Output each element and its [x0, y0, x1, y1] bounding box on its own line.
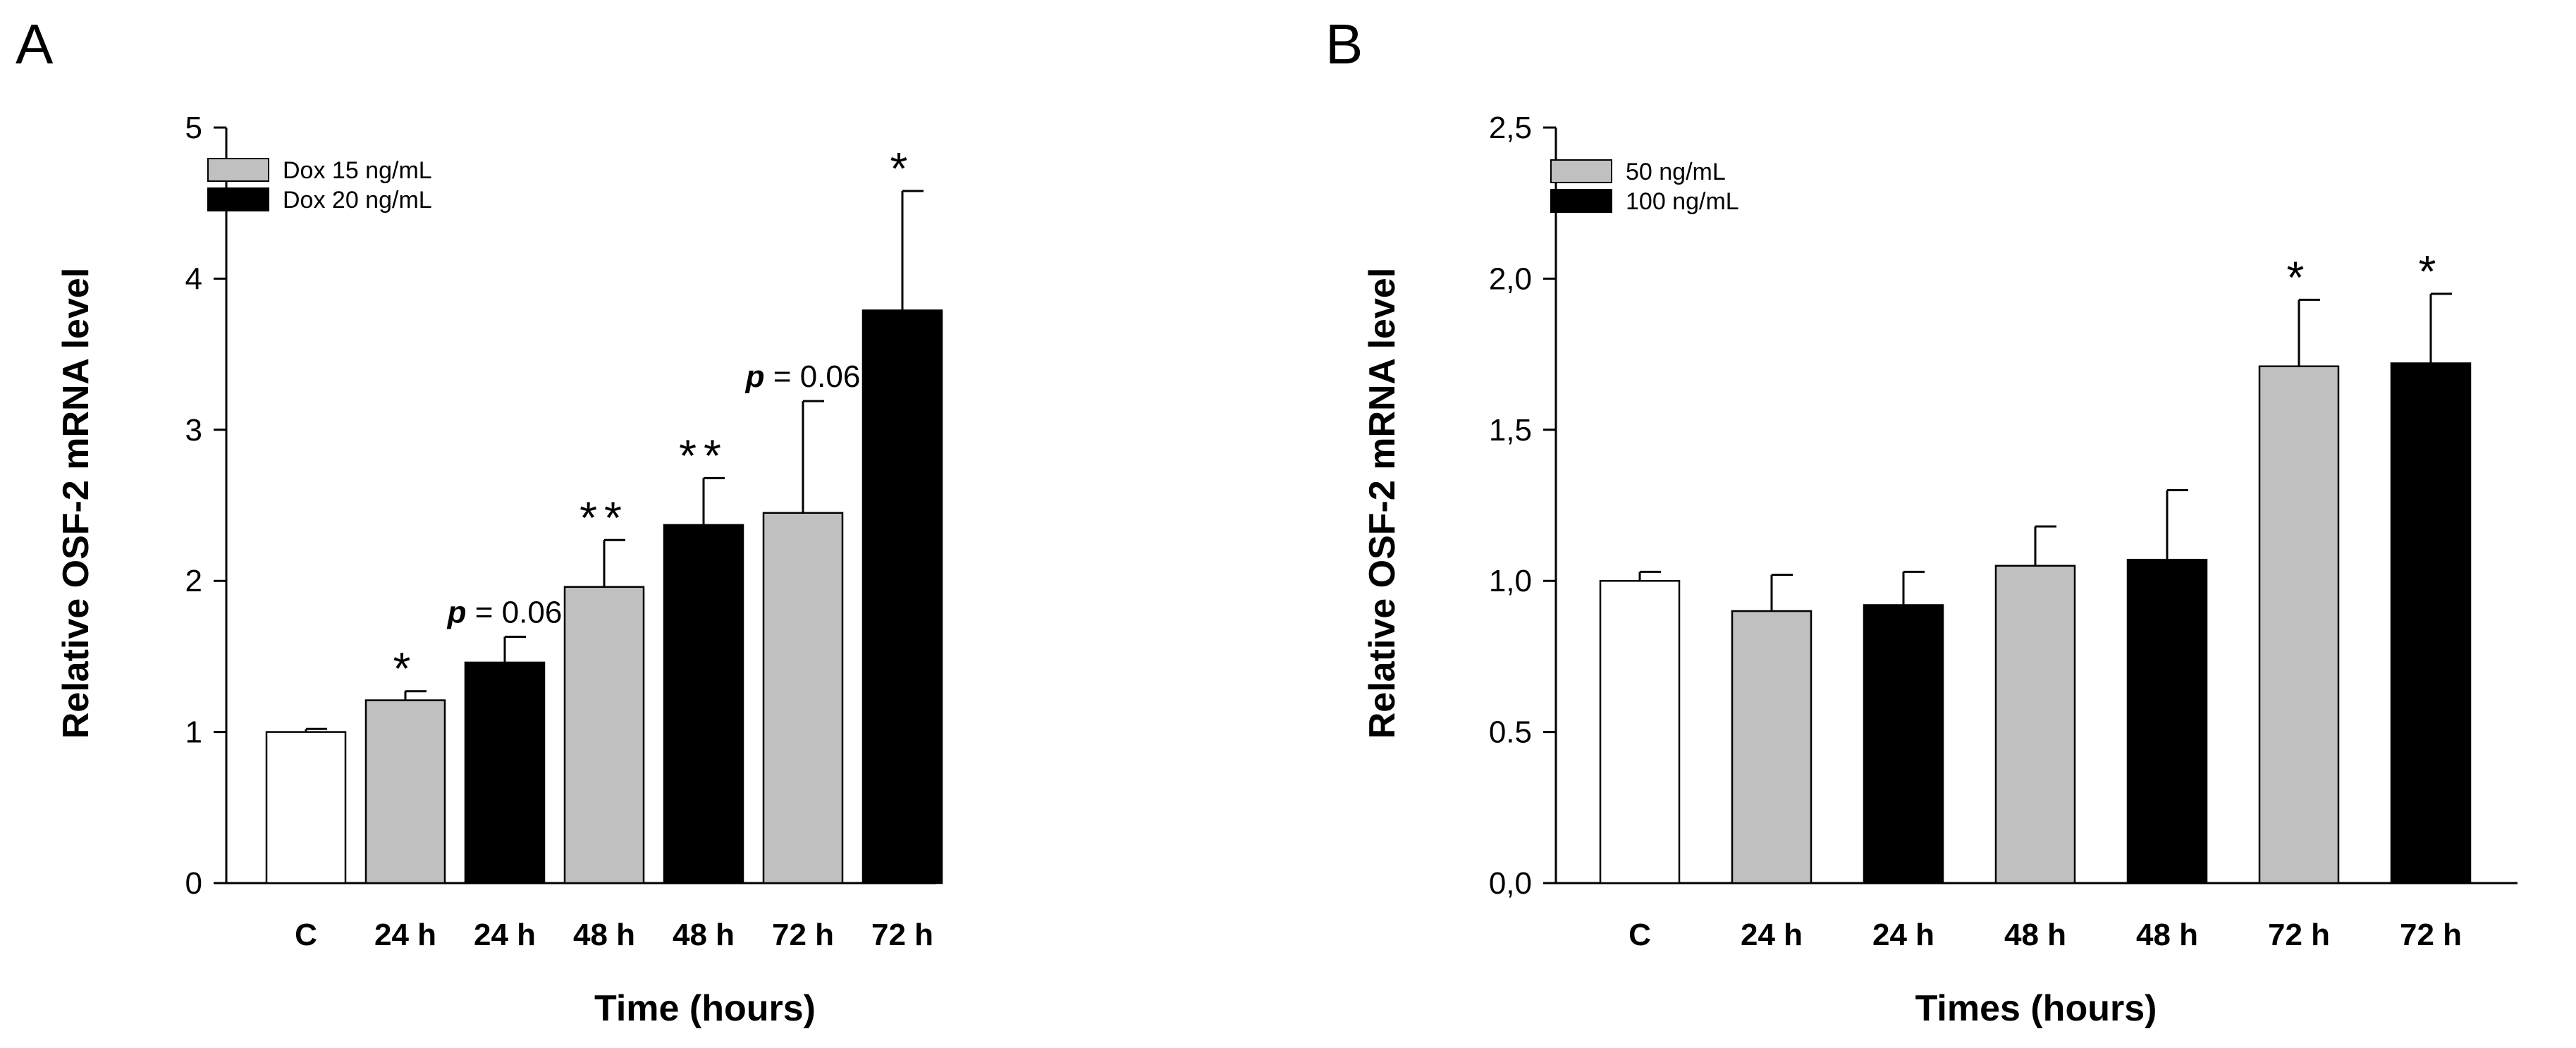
- significance-annotation: *: [890, 143, 915, 194]
- x-tick-label: 72 h: [2400, 918, 2462, 952]
- y-tick-label: 0,0: [1489, 866, 1532, 901]
- legend-swatch: [1550, 159, 1612, 183]
- significance-annotation: **: [579, 492, 629, 543]
- legend-label: Dox 15 ng/mL: [283, 157, 432, 184]
- bar: [364, 699, 446, 884]
- y-tick-label: 1: [185, 715, 202, 750]
- x-tick-label: 48 h: [573, 918, 635, 952]
- y-axis-title-b: Relative OSF-2 mRNA level: [1362, 268, 1403, 739]
- bar: [265, 731, 347, 884]
- legend-swatch: [1550, 189, 1612, 213]
- bar: [2126, 558, 2208, 884]
- legend-label: 50 ng/mL: [1626, 159, 1726, 185]
- significance-annotation: **: [679, 430, 728, 481]
- y-tick-label: 5: [185, 111, 202, 145]
- panel-label-b: B: [1325, 13, 1363, 75]
- significance-annotation: *: [393, 643, 418, 694]
- x-tick-label: 48 h: [2136, 918, 2198, 952]
- bar: [2258, 365, 2340, 884]
- x-tick-label: 48 h: [2004, 918, 2066, 952]
- y-tick-label: 3: [185, 413, 202, 448]
- y-tick-label: 4: [185, 261, 202, 296]
- bar: [1994, 565, 2076, 884]
- y-tick-label: 2,5: [1489, 111, 1532, 145]
- significance-annotation: *: [2287, 252, 2312, 302]
- significance-annotation: *: [2419, 246, 2443, 297]
- bar: [563, 586, 645, 884]
- chart-panel-a: A Relative OSF-2 mRNA level Time (hours)…: [16, 13, 943, 1029]
- bar: [2390, 362, 2472, 884]
- x-tick-label: 72 h: [772, 918, 834, 952]
- panel-label-a: A: [16, 13, 54, 75]
- significance-annotation: p = 0.06: [745, 359, 861, 394]
- x-tick-label: 48 h: [673, 918, 735, 952]
- x-tick-label: C: [1629, 918, 1651, 952]
- bar: [861, 309, 943, 884]
- y-tick-label: 0: [185, 866, 202, 901]
- bar: [663, 524, 744, 884]
- x-tick-label: 72 h: [871, 918, 933, 952]
- legend-swatch: [207, 187, 269, 211]
- x-tick-label: 24 h: [474, 918, 536, 952]
- legend-label: 100 ng/mL: [1626, 188, 1739, 215]
- x-tick-label: 24 h: [1872, 918, 1934, 952]
- bar: [1731, 610, 1813, 884]
- bar: [464, 661, 546, 884]
- x-tick-label: 72 h: [2268, 918, 2330, 952]
- x-tick-label: 24 h: [1741, 918, 1803, 952]
- bar: [1863, 604, 1944, 884]
- y-axis-title-a: Relative OSF-2 mRNA level: [56, 268, 97, 739]
- x-axis-title-a: Time (hours): [594, 988, 816, 1029]
- bar: [762, 512, 844, 884]
- y-tick-label: 0.5: [1489, 715, 1532, 750]
- legend-label: Dox 20 ng/mL: [283, 187, 432, 214]
- chart-panel-b: B Relative OSF-2 mRNA level Times (hours…: [1325, 13, 2517, 1029]
- y-tick-label: 2: [185, 564, 202, 598]
- y-tick-label: 2,0: [1489, 261, 1532, 296]
- y-tick-label: 1,5: [1489, 413, 1532, 448]
- x-axis-title-b: Times (hours): [1915, 988, 2157, 1029]
- x-tick-label: C: [295, 918, 317, 952]
- x-tick-label: 24 h: [374, 918, 436, 952]
- significance-annotation: p = 0.06: [447, 596, 563, 630]
- y-tick-label: 1,0: [1489, 564, 1532, 598]
- legend-swatch: [207, 158, 269, 182]
- bar: [1599, 579, 1681, 884]
